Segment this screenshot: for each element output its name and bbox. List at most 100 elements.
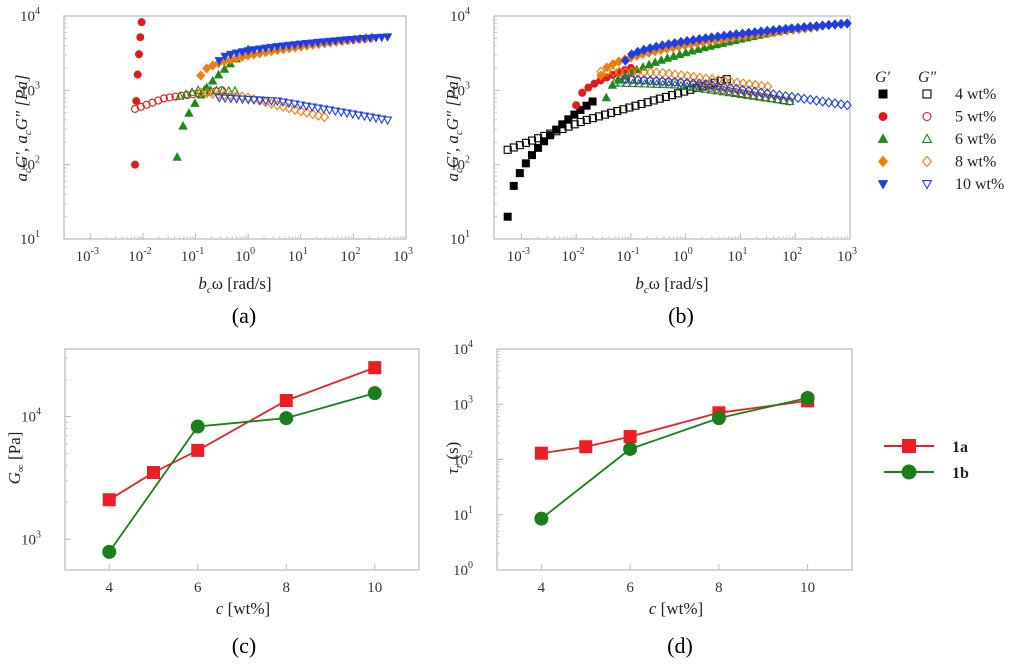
data-point xyxy=(781,90,791,102)
data-point xyxy=(190,98,200,107)
data-point xyxy=(171,92,180,101)
legend-top: G′ G″ 4 wt% 5 wt% 6 wt% 8 wt% 10 wt% xyxy=(875,69,1004,193)
y-tick-label: 104 xyxy=(21,407,41,426)
data-point-1a xyxy=(191,443,205,457)
legend-label: 4 wt% xyxy=(955,86,996,103)
data-point xyxy=(230,85,240,95)
data-point xyxy=(289,100,300,110)
data-point-1b xyxy=(102,544,117,559)
panel-d-xlabel: c [wt%] xyxy=(649,599,703,618)
panel-c-ylabel: G∞ [Pa] xyxy=(5,432,27,485)
y-tick-label: 104 xyxy=(453,339,473,358)
data-point xyxy=(644,59,654,69)
data-point xyxy=(655,94,664,103)
data-point xyxy=(818,96,828,107)
data-point xyxy=(588,114,597,123)
data-point xyxy=(694,83,704,92)
data-point xyxy=(712,84,722,94)
data-point xyxy=(620,66,631,78)
data-point xyxy=(631,101,640,110)
data-point xyxy=(552,127,561,136)
data-point xyxy=(682,70,692,82)
legend-marker-open xyxy=(922,111,932,122)
data-point xyxy=(527,136,537,145)
data-point xyxy=(757,80,767,92)
data-point xyxy=(738,78,748,89)
panel-a: 10-3 10-2 10-1 100 101 102 103 101 102 103 104 bcω… xyxy=(12,6,413,328)
y-tick-label: 101 xyxy=(450,229,470,248)
data-point xyxy=(284,102,294,114)
data-point xyxy=(651,75,661,87)
data-point xyxy=(319,111,330,123)
data-point xyxy=(249,96,259,105)
data-point xyxy=(382,116,393,126)
legend-marker-open xyxy=(921,133,933,143)
data-point xyxy=(558,120,567,129)
data-point xyxy=(187,87,197,96)
x-tick-label: 10-3 xyxy=(76,246,99,265)
data-point xyxy=(842,18,852,29)
data-point xyxy=(799,93,809,105)
data-point xyxy=(142,100,151,109)
data-point xyxy=(620,73,631,85)
x-tick-label: 103 xyxy=(393,246,413,265)
data-point xyxy=(774,89,785,101)
y-tick-label: 100 xyxy=(453,560,473,579)
data-point xyxy=(627,49,637,60)
data-point xyxy=(713,80,723,92)
data-point xyxy=(342,109,352,119)
data-point xyxy=(365,113,375,123)
data-point xyxy=(625,103,634,112)
data-point xyxy=(353,111,364,121)
data-point xyxy=(670,76,680,88)
data-point xyxy=(682,77,692,89)
data-point xyxy=(132,96,141,105)
data-point-1a xyxy=(623,430,637,444)
data-point-1a xyxy=(534,446,548,460)
data-point xyxy=(213,89,224,100)
data-point xyxy=(737,84,748,95)
data-point xyxy=(295,101,306,111)
legend-marker-open xyxy=(921,180,933,190)
data-point xyxy=(336,36,346,46)
data-point xyxy=(196,70,206,81)
data-point xyxy=(731,83,741,94)
data-point xyxy=(313,104,323,114)
legend-header-gprime: G′ xyxy=(875,69,891,86)
data-point xyxy=(184,108,194,117)
data-point xyxy=(637,99,646,109)
panel-d-label: (d) xyxy=(667,633,693,658)
x-tick-label: 4 xyxy=(538,580,546,596)
data-point xyxy=(509,181,518,190)
data-point xyxy=(601,92,611,102)
y-tick-label: 101 xyxy=(453,505,473,524)
data-point xyxy=(707,79,717,91)
data-point xyxy=(588,97,597,106)
data-point xyxy=(609,77,620,87)
data-point xyxy=(313,38,323,48)
data-point xyxy=(842,99,852,111)
legend-marker-open xyxy=(922,89,932,99)
data-point xyxy=(578,88,587,97)
data-point xyxy=(237,48,248,57)
data-point xyxy=(627,74,637,85)
panel-a-xlabel: bcω [rad/s] xyxy=(198,274,271,296)
data-point xyxy=(336,108,346,118)
data-point xyxy=(627,66,637,78)
data-point xyxy=(376,115,387,125)
data-point xyxy=(707,74,717,85)
data-point xyxy=(688,82,698,91)
data-point xyxy=(700,84,710,93)
x-tick-label: 10-2 xyxy=(561,246,584,265)
data-point xyxy=(324,37,335,47)
data-point xyxy=(503,145,512,154)
panel-c-label: (c) xyxy=(232,633,256,658)
data-point xyxy=(359,112,370,122)
data-point xyxy=(695,72,705,83)
data-point xyxy=(763,81,773,92)
data-point xyxy=(811,95,822,106)
data-point xyxy=(231,49,242,59)
data-point xyxy=(260,96,271,106)
data-point xyxy=(301,40,311,49)
data-point-1b xyxy=(279,411,294,426)
